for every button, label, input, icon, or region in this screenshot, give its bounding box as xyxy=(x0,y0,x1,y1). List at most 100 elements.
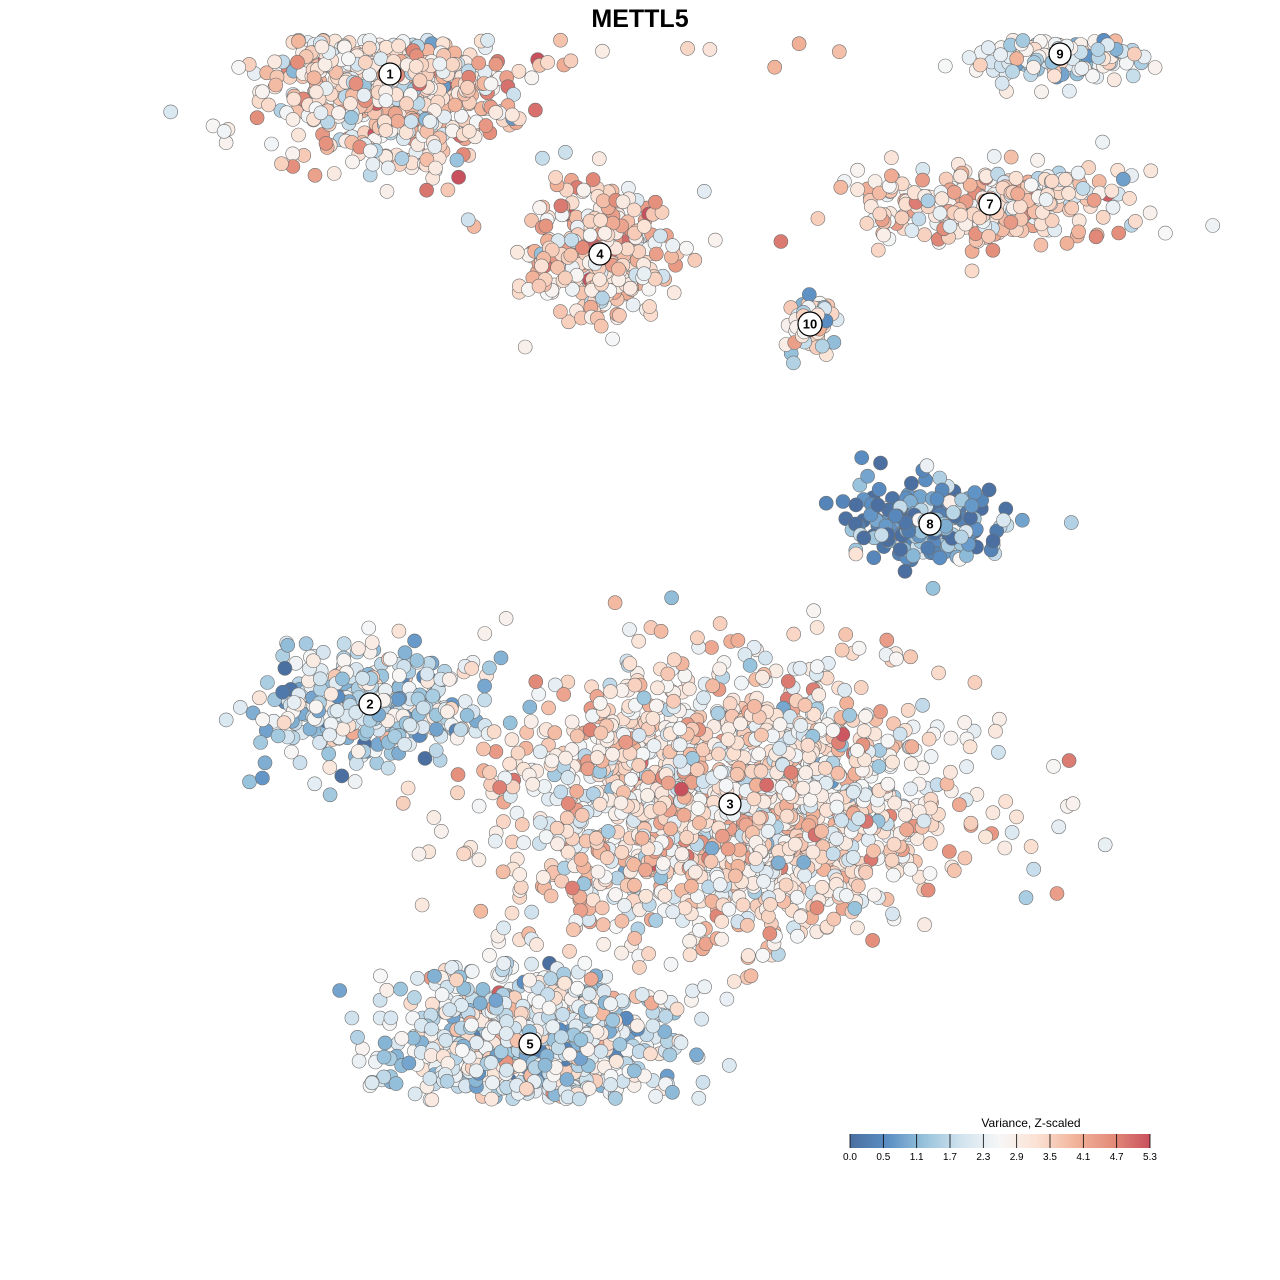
data-point xyxy=(322,787,338,803)
data-point xyxy=(512,867,528,882)
data-point xyxy=(472,995,488,1011)
data-point xyxy=(787,836,803,852)
data-point xyxy=(643,1046,658,1062)
data-point xyxy=(672,737,688,753)
data-point xyxy=(575,240,590,255)
data-point xyxy=(535,870,551,885)
data-point xyxy=(614,945,629,961)
data-point xyxy=(985,243,1001,258)
data-point xyxy=(1064,515,1079,530)
data-point xyxy=(790,928,805,944)
data-point xyxy=(972,210,987,226)
data-point xyxy=(690,801,706,816)
data-point xyxy=(504,107,520,123)
data-point xyxy=(600,824,616,839)
data-point xyxy=(1125,68,1141,84)
cluster-label-4: 4 xyxy=(588,242,612,266)
data-point xyxy=(722,696,738,711)
data-point xyxy=(484,1091,500,1107)
data-point xyxy=(997,840,1013,856)
data-point xyxy=(438,1033,454,1048)
data-point xyxy=(818,495,834,511)
legend-color-bar xyxy=(850,1134,1150,1148)
data-point xyxy=(911,211,927,227)
data-point xyxy=(1005,64,1020,79)
data-point xyxy=(636,219,652,234)
data-point xyxy=(849,743,865,758)
data-point xyxy=(608,887,623,902)
data-point xyxy=(937,58,953,74)
data-point xyxy=(665,238,681,253)
data-point xyxy=(894,210,910,226)
data-point xyxy=(1090,42,1106,57)
data-point xyxy=(163,104,178,120)
data-point xyxy=(904,739,920,755)
data-point xyxy=(796,855,812,870)
cluster-label-text: 2 xyxy=(366,697,373,712)
data-point xyxy=(903,781,919,797)
data-point xyxy=(853,680,869,695)
data-point xyxy=(362,40,377,56)
data-point xyxy=(720,732,736,747)
data-point xyxy=(714,914,730,929)
data-point xyxy=(528,102,543,118)
legend-tick-label: 5.3 xyxy=(1143,1152,1157,1163)
data-point xyxy=(464,1017,479,1033)
data-point xyxy=(401,1055,417,1071)
data-point xyxy=(886,867,901,883)
data-point xyxy=(356,87,372,103)
data-point xyxy=(631,633,647,649)
data-point xyxy=(308,84,324,100)
data-point xyxy=(721,901,737,917)
data-point xyxy=(511,64,527,79)
data-point xyxy=(426,810,442,825)
data-point xyxy=(829,799,845,815)
data-point xyxy=(440,704,455,720)
legend-tick-label: 0.5 xyxy=(876,1152,890,1163)
data-point xyxy=(1026,60,1041,75)
data-point xyxy=(605,746,620,762)
data-point xyxy=(388,1076,404,1091)
cluster-label-2: 2 xyxy=(358,692,382,716)
data-point xyxy=(689,762,705,777)
cluster-1-points xyxy=(163,32,579,234)
data-point xyxy=(329,703,345,718)
data-point xyxy=(341,51,356,67)
data-point xyxy=(809,900,825,916)
data-point xyxy=(648,194,663,210)
data-point xyxy=(498,611,514,626)
data-point xyxy=(814,338,830,354)
cluster-4-points xyxy=(510,145,723,355)
data-point xyxy=(854,450,870,466)
data-point xyxy=(531,278,547,294)
data-point xyxy=(634,830,650,846)
data-point xyxy=(395,795,411,811)
data-points xyxy=(163,32,1220,1108)
data-point xyxy=(873,455,888,471)
data-point xyxy=(350,744,366,759)
data-point xyxy=(1044,173,1060,189)
data-point xyxy=(597,226,613,241)
data-point xyxy=(589,750,605,765)
legend-title: Variance, Z-scaled xyxy=(981,1116,1080,1130)
data-point xyxy=(856,530,872,546)
data-point xyxy=(274,156,289,171)
data-point xyxy=(425,688,441,704)
data-point xyxy=(888,508,903,524)
data-point xyxy=(880,776,896,792)
data-point xyxy=(255,84,270,99)
data-point xyxy=(571,1091,587,1107)
data-point xyxy=(978,829,993,845)
data-point xyxy=(547,725,563,741)
data-point xyxy=(480,32,495,48)
data-point xyxy=(473,903,489,919)
data-point xyxy=(383,1010,399,1026)
data-point xyxy=(442,1002,458,1018)
data-point xyxy=(298,636,314,652)
data-point xyxy=(1107,72,1122,88)
data-point xyxy=(290,54,305,70)
data-point xyxy=(267,54,283,70)
data-point xyxy=(873,704,888,719)
data-point xyxy=(577,955,593,971)
data-point xyxy=(953,168,968,184)
